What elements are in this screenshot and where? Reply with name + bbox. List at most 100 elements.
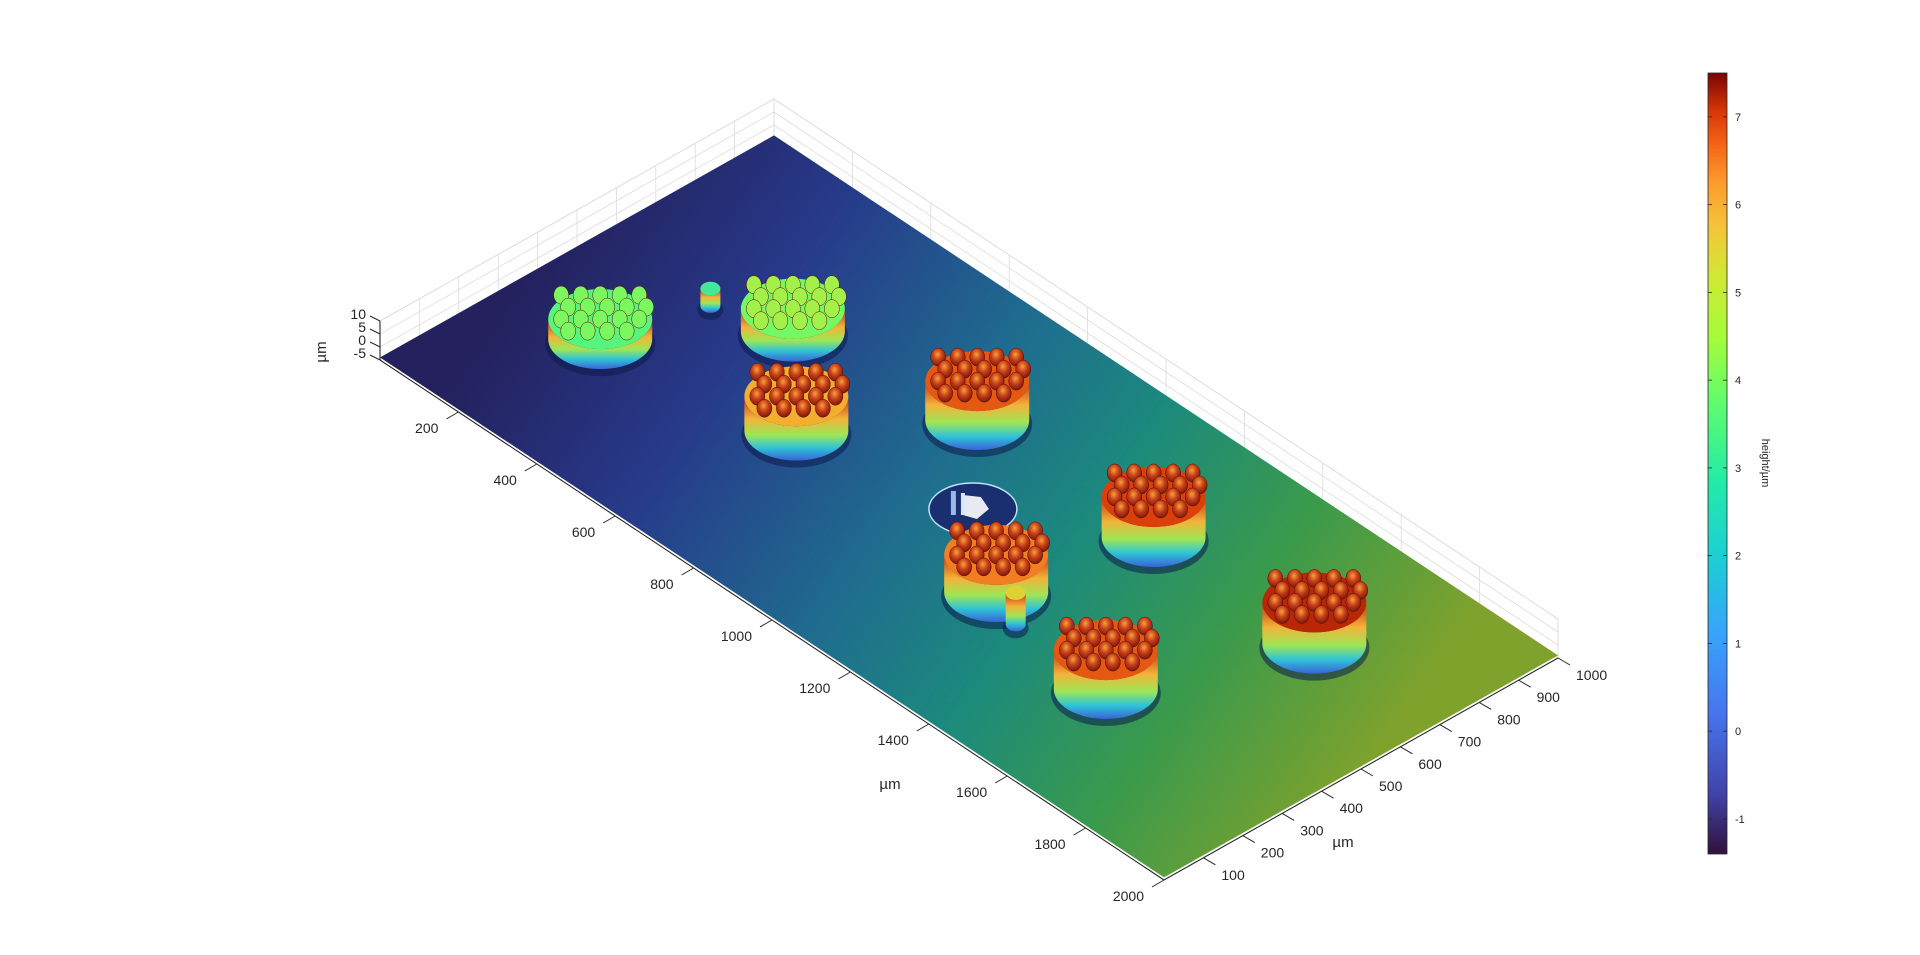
colorbar-ticks: 7 6 5 4 3 2 1 0 -1 bbox=[1708, 112, 1745, 826]
colorbar: 7 6 5 4 3 2 1 0 -1 height/µm bbox=[1707, 72, 1771, 855]
feature-bump bbox=[1184, 487, 1201, 507]
feature-wall bbox=[925, 381, 1030, 451]
y-tick-label: 200 bbox=[1261, 845, 1285, 861]
feature-bump bbox=[956, 383, 973, 403]
feature-top bbox=[1005, 585, 1026, 600]
feature-bump bbox=[1008, 371, 1024, 391]
surface-feature bbox=[941, 521, 1052, 630]
surface-feature bbox=[1002, 585, 1029, 639]
y-tick-mark bbox=[1557, 657, 1571, 666]
colorbar-tick-label: 3 bbox=[1735, 463, 1741, 475]
feature-wall bbox=[1005, 592, 1026, 632]
x-tick-mark bbox=[1151, 879, 1165, 888]
surface-features bbox=[545, 275, 1370, 726]
feature-bump bbox=[824, 299, 840, 318]
z-tick-mark bbox=[369, 341, 381, 348]
feature-bump bbox=[1152, 499, 1169, 519]
feature-wall bbox=[744, 396, 849, 461]
x-tick-label: 1600 bbox=[956, 784, 987, 800]
y-tick-mark bbox=[1400, 746, 1413, 755]
x-tick-mark bbox=[838, 671, 851, 680]
y-tick-label: 1000 bbox=[1576, 667, 1607, 683]
feature-wall bbox=[1101, 496, 1206, 568]
feature-bump bbox=[1345, 593, 1362, 612]
y-tick-label: 800 bbox=[1497, 711, 1521, 727]
feature-bump bbox=[1027, 545, 1043, 565]
surface-feature bbox=[1098, 463, 1209, 575]
x-tick-mark bbox=[759, 619, 773, 628]
z-tick-label: -5 bbox=[354, 345, 367, 361]
z-tick-mark bbox=[369, 328, 381, 335]
gridline-z bbox=[379, 124, 1559, 646]
x-tick-label: 400 bbox=[493, 472, 517, 488]
feature-bump bbox=[995, 383, 1012, 403]
x-tick-mark bbox=[602, 515, 616, 524]
colorbar-tick-label: 5 bbox=[1735, 287, 1741, 299]
y-tick-label: 900 bbox=[1537, 689, 1561, 705]
z-tick-label: 10 bbox=[350, 306, 366, 322]
feature-bump bbox=[579, 321, 596, 341]
feature-bump bbox=[795, 398, 812, 418]
crater-pillar bbox=[950, 491, 956, 515]
feature-bump bbox=[631, 309, 647, 329]
feature-bump bbox=[815, 398, 831, 418]
x-tick-label: 1000 bbox=[721, 628, 752, 644]
x-tick-mark bbox=[994, 775, 1008, 784]
feature-bump bbox=[1014, 557, 1031, 577]
x-tick-label: 600 bbox=[572, 524, 596, 540]
feature-top bbox=[700, 281, 721, 296]
y-tick-mark bbox=[1518, 679, 1531, 688]
crater-debris bbox=[962, 495, 989, 519]
feature-bump bbox=[599, 321, 615, 341]
feature-bump bbox=[792, 311, 808, 330]
gridline-z bbox=[379, 98, 1559, 620]
feature-bump bbox=[976, 383, 992, 403]
x-tick-label: 1200 bbox=[799, 680, 830, 696]
feature-bump bbox=[1333, 605, 1349, 624]
feature-bump bbox=[1274, 605, 1291, 624]
feature-bump bbox=[1294, 605, 1310, 624]
y-tick-mark bbox=[1281, 812, 1295, 821]
feature-bump bbox=[1124, 652, 1141, 672]
feature-bump bbox=[618, 321, 635, 341]
z-tick-mark bbox=[369, 315, 381, 322]
colorbar-tick-label: 4 bbox=[1735, 375, 1741, 387]
feature-bump bbox=[1172, 499, 1188, 519]
feature-bump bbox=[995, 557, 1011, 577]
colorbar-tick-label: 7 bbox=[1735, 112, 1741, 124]
surface-feature bbox=[1050, 616, 1161, 726]
x-tick-mark bbox=[916, 723, 930, 732]
feature-bump bbox=[1066, 652, 1082, 672]
feature-bump bbox=[756, 398, 773, 418]
y-tick-label: 500 bbox=[1379, 778, 1403, 794]
z-axis-label: µm bbox=[313, 341, 330, 362]
feature-bump bbox=[956, 557, 972, 577]
feature-wall bbox=[740, 308, 845, 362]
y-tick-label: 300 bbox=[1300, 822, 1324, 838]
feature-bump bbox=[937, 383, 953, 403]
x-tick-label: 200 bbox=[415, 420, 439, 436]
feature-bump bbox=[1137, 640, 1153, 660]
colorbar-tick-label: 6 bbox=[1735, 200, 1741, 212]
x-tick-label: 1800 bbox=[1034, 836, 1065, 852]
y-tick-mark bbox=[1360, 768, 1374, 777]
gridline-z bbox=[379, 111, 1559, 633]
feature-bump bbox=[1113, 499, 1130, 519]
y-tick-mark bbox=[1478, 701, 1492, 710]
y-tick-mark bbox=[1439, 724, 1453, 733]
feature-bump bbox=[560, 321, 576, 341]
surface-feature bbox=[741, 362, 852, 468]
y-tick-label: 100 bbox=[1221, 867, 1245, 883]
x-tick-label: 1400 bbox=[878, 732, 909, 748]
y-tick-label: 600 bbox=[1418, 756, 1442, 772]
x-tick-mark bbox=[524, 463, 538, 472]
y-tick-label: 400 bbox=[1340, 800, 1364, 816]
y-tick-mark bbox=[1242, 835, 1256, 844]
feature-bump bbox=[1133, 499, 1149, 519]
z-tick-label: 0 bbox=[358, 332, 366, 348]
feature-bump bbox=[753, 311, 769, 330]
feature-bump bbox=[827, 386, 844, 406]
feature-wall bbox=[1053, 650, 1158, 719]
x-tick-label: 2000 bbox=[1113, 888, 1144, 904]
colorbar-label: height/µm bbox=[1759, 439, 1771, 488]
